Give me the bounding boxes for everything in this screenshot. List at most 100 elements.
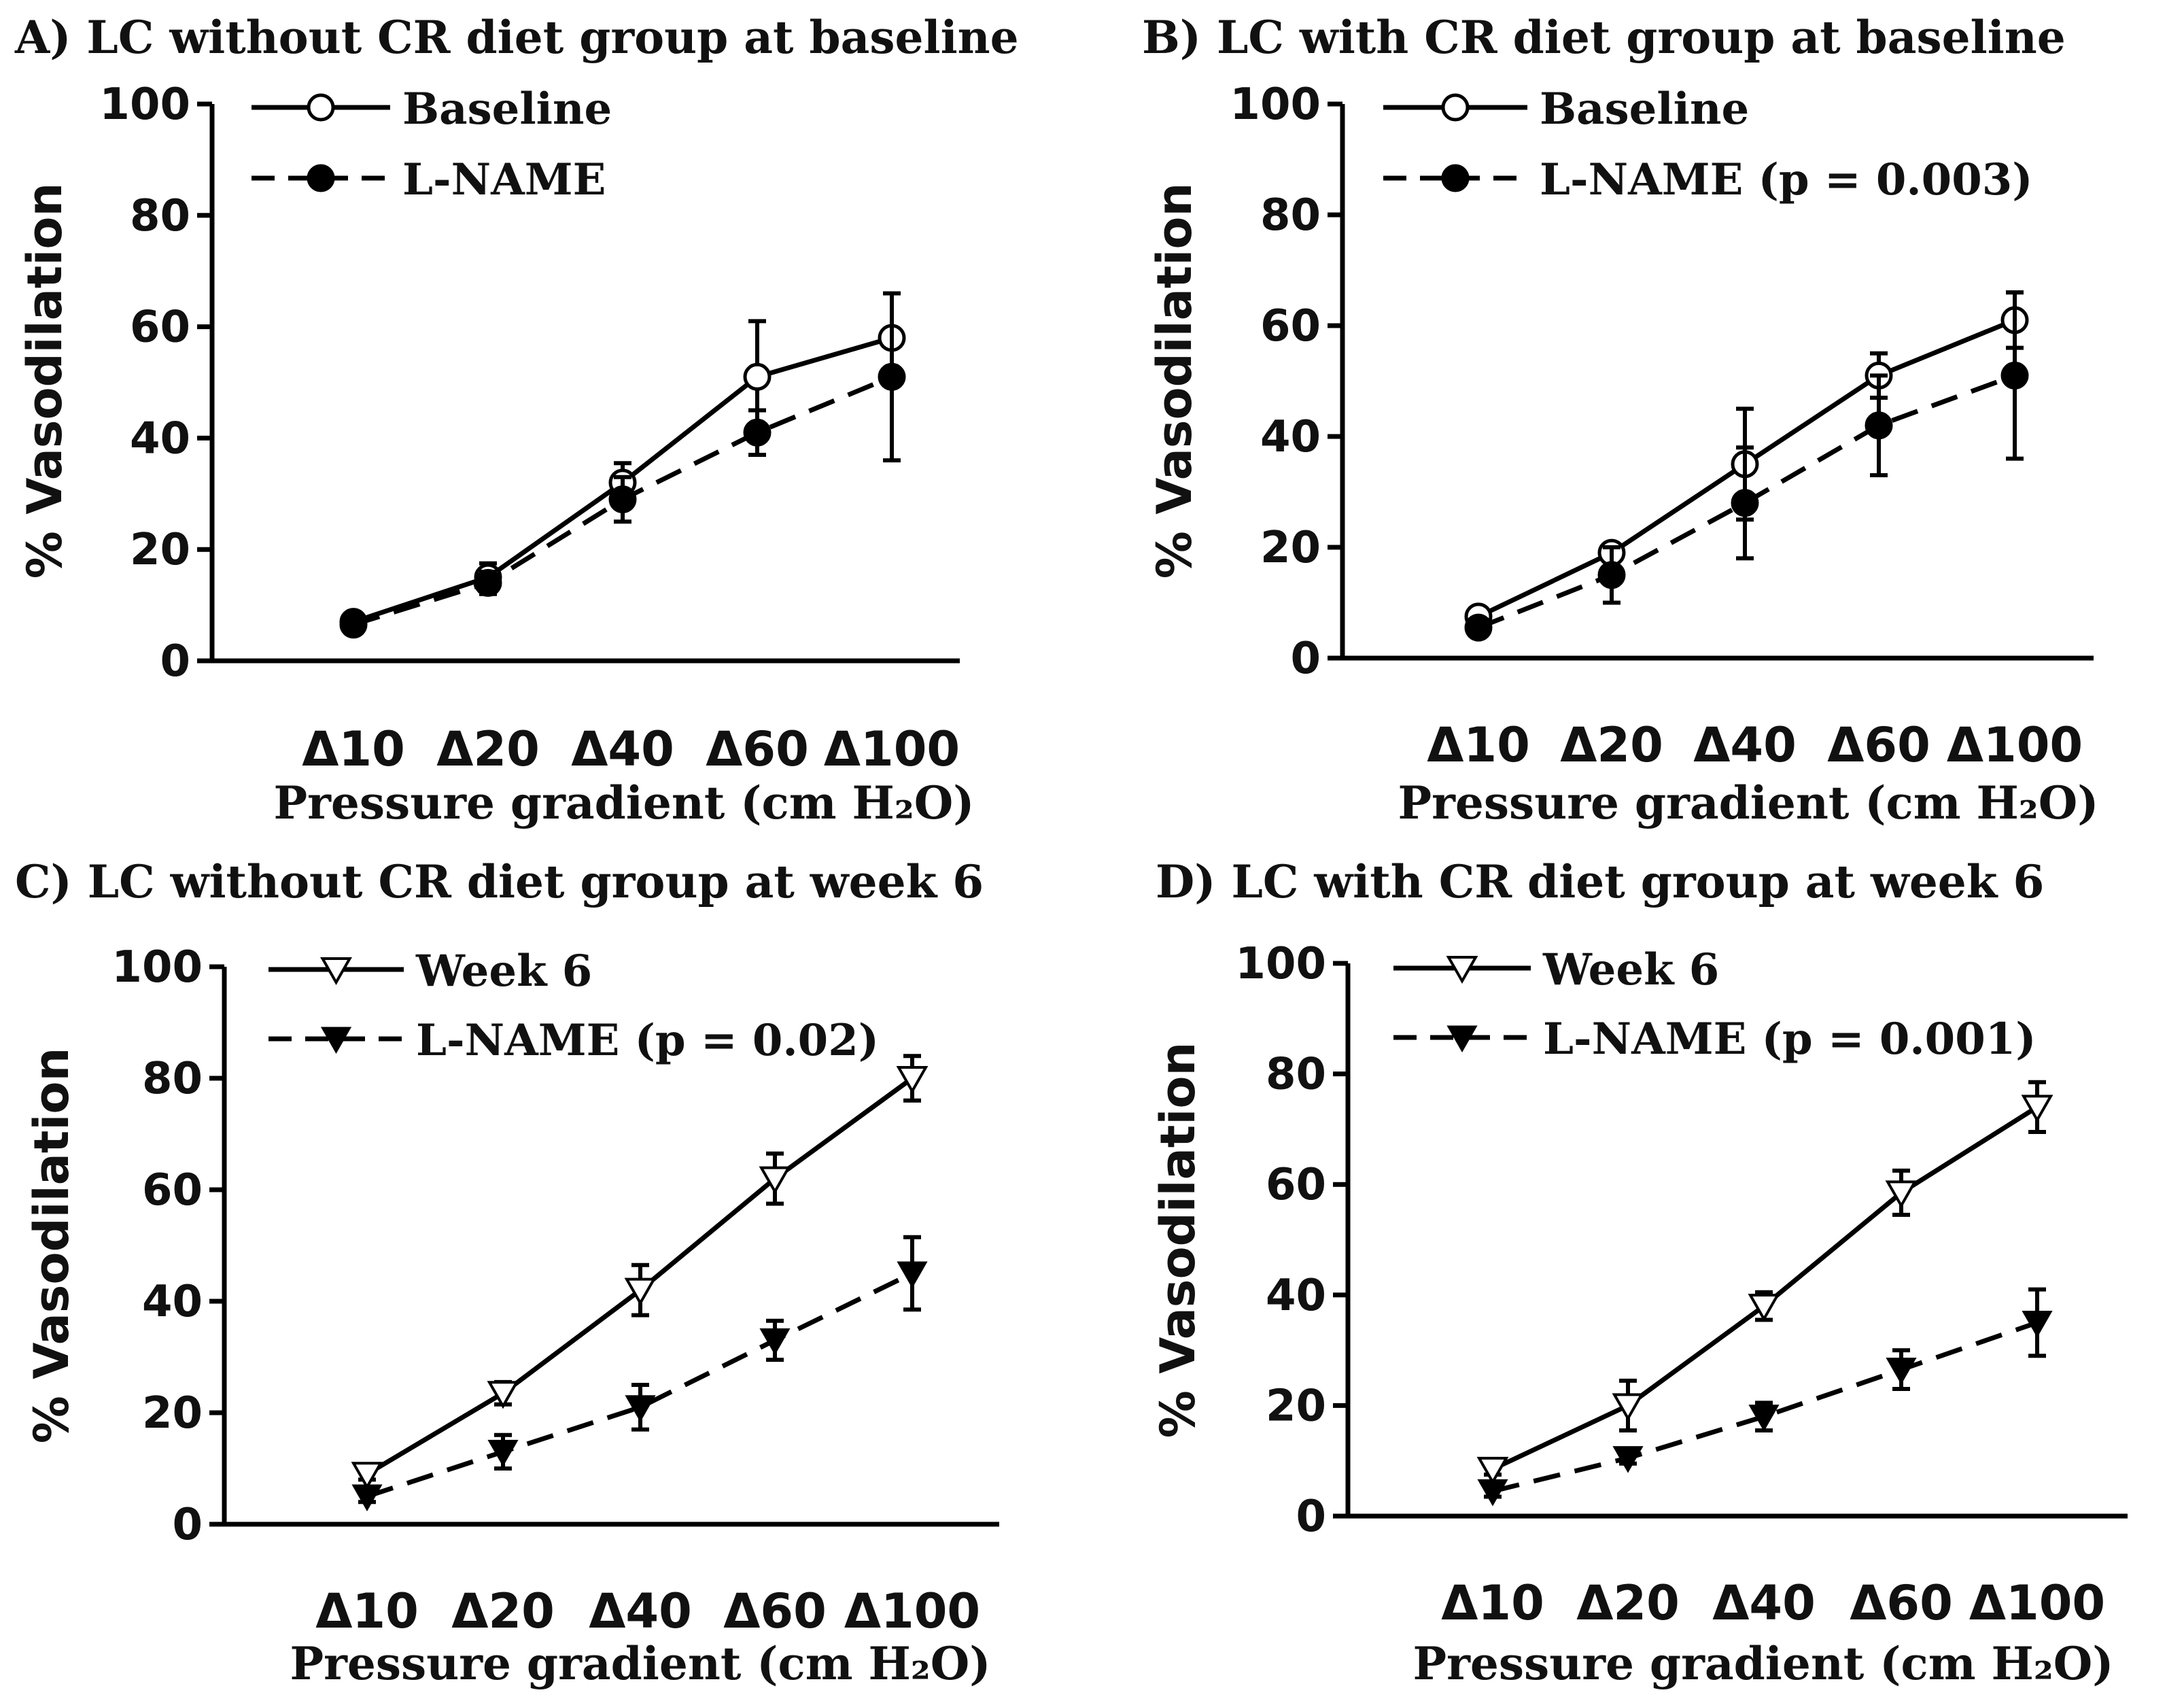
legend-label: Baseline (1540, 84, 1749, 135)
y-tick-label: 40 (142, 1277, 203, 1327)
data-point (351, 1462, 383, 1490)
panel-title: B) LC with CR diet group at baseline (1142, 11, 2066, 64)
data-point (474, 568, 502, 597)
panel-b: B) LC with CR diet group at baseline 0 20 4… (1142, 11, 2099, 829)
x-tick-label: Δ100 (1947, 717, 2083, 773)
x-tick-label: Δ20 (1560, 717, 1663, 773)
x-tick-label: Δ10 (302, 721, 405, 777)
legend-label: L-NAME (p = 0.02) (416, 1015, 879, 1066)
x-axis-label: Pressure gradient (cm H₂O) (290, 1637, 991, 1690)
y-tick-label: 40 (130, 413, 190, 464)
legend-marker (307, 93, 335, 122)
data-point (2000, 361, 2029, 390)
data-point (624, 1277, 657, 1306)
y-tick-label: 0 (160, 636, 190, 687)
y-tick-label: 40 (1260, 412, 1321, 462)
panel-title: C) LC without CR diet group at week 6 (15, 855, 984, 908)
data-point (897, 1261, 928, 1289)
data-point (1731, 489, 1759, 517)
y-tick-label: 80 (130, 191, 190, 241)
y-tick-label: 0 (1290, 634, 1321, 684)
data-point (1477, 1479, 1508, 1507)
data-point (1597, 561, 1626, 589)
x-tick-label: Δ100 (1969, 1575, 2105, 1631)
series-control (1476, 1080, 2053, 1485)
y-tick-label: 60 (1260, 301, 1321, 351)
y-tick-label: 80 (142, 1054, 203, 1104)
y-axis-label: % Vasodilation (17, 183, 73, 579)
legend: Week 6 L-NAME (p = 0.001) (1393, 944, 2036, 1065)
x-tick-label: Δ20 (1576, 1575, 1680, 1631)
y-tick-label: 0 (172, 1500, 203, 1550)
legend: Week 6 L-NAME (p = 0.02) (268, 946, 879, 1066)
data-point (743, 418, 772, 447)
x-tick-label: Δ60 (723, 1583, 827, 1639)
legend-marker (320, 957, 352, 986)
data-point (1748, 1294, 1780, 1322)
data-point (878, 362, 906, 391)
data-point (759, 1328, 791, 1356)
series-l-name (1464, 290, 2029, 642)
data-point (1612, 1393, 1644, 1422)
legend: Baseline L-NAME (252, 84, 612, 205)
data-point (351, 1484, 383, 1512)
legend-marker (1441, 93, 1470, 122)
y-tick-label: 60 (130, 303, 190, 353)
data-point (896, 1066, 929, 1095)
data-point (339, 611, 368, 639)
series-control (351, 1054, 929, 1490)
x-tick-label: Δ40 (571, 721, 674, 777)
panel-a: A) LC without CR diet group at baseline 0… (14, 11, 1019, 829)
y-tick-label: 20 (1260, 523, 1321, 573)
data-point (1612, 1446, 1644, 1473)
x-tick-label: Δ10 (315, 1583, 419, 1639)
y-tick-label: 80 (1260, 190, 1321, 241)
series-line (366, 1271, 914, 1499)
panel-title: A) LC without CR diet group at baseline (14, 11, 1019, 64)
series-line (1492, 1320, 2039, 1494)
y-tick-label: 0 (1296, 1492, 1326, 1542)
legend-marker (307, 164, 335, 192)
x-tick-label: Δ20 (436, 721, 540, 777)
y-axis-label: % Vasodilation (1150, 1042, 1206, 1439)
legend-marker (1446, 1025, 1478, 1053)
y-axis-label: % Vasodilation (24, 1048, 80, 1444)
series-l-name (1477, 1287, 2053, 1507)
data-point (1886, 1358, 1917, 1385)
x-axis-label: Pressure gradient (cm H₂O) (1398, 776, 2099, 829)
x-axis-label: Pressure gradient (cm H₂O) (274, 776, 975, 829)
y-tick-label: 20 (130, 525, 190, 575)
y-tick-label: 60 (142, 1165, 203, 1216)
series-control (339, 291, 906, 636)
y-tick-label: 100 (1230, 80, 1321, 130)
x-tick-label: Δ10 (1441, 1575, 1544, 1631)
data-point (759, 1166, 791, 1195)
panel-c: C) LC without CR diet group at week 6 0 20… (15, 855, 999, 1690)
legend-marker (1441, 164, 1470, 192)
x-tick-label: Δ100 (844, 1583, 980, 1639)
y-axis-label: % Vasodilation (1147, 183, 1202, 579)
y-tick-label: 100 (1235, 939, 1326, 989)
x-tick-label: Δ100 (824, 721, 960, 777)
y-tick-label: 100 (111, 942, 203, 993)
x-tick-label: Δ60 (1850, 1575, 1953, 1631)
data-point (625, 1395, 656, 1422)
data-point (1476, 1456, 1509, 1485)
x-tick-label: Δ60 (706, 721, 809, 777)
series-line (1477, 373, 2016, 630)
data-point (743, 362, 772, 391)
legend-marker (320, 1027, 352, 1054)
data-point (2022, 1310, 2053, 1338)
x-tick-label: Δ60 (1827, 717, 1930, 773)
legend-label: Week 6 (1542, 944, 1719, 995)
data-point (1865, 411, 1893, 440)
y-tick-label: 20 (1266, 1381, 1326, 1431)
data-point (1748, 1405, 1780, 1432)
legend-marker (1446, 956, 1478, 984)
y-tick-label: 60 (1266, 1160, 1326, 1210)
data-point (1464, 613, 1493, 642)
x-tick-label: Δ40 (589, 1583, 692, 1639)
legend: Baseline L-NAME (p = 0.003) (1383, 84, 2033, 205)
x-tick-label: Δ10 (1427, 717, 1530, 773)
